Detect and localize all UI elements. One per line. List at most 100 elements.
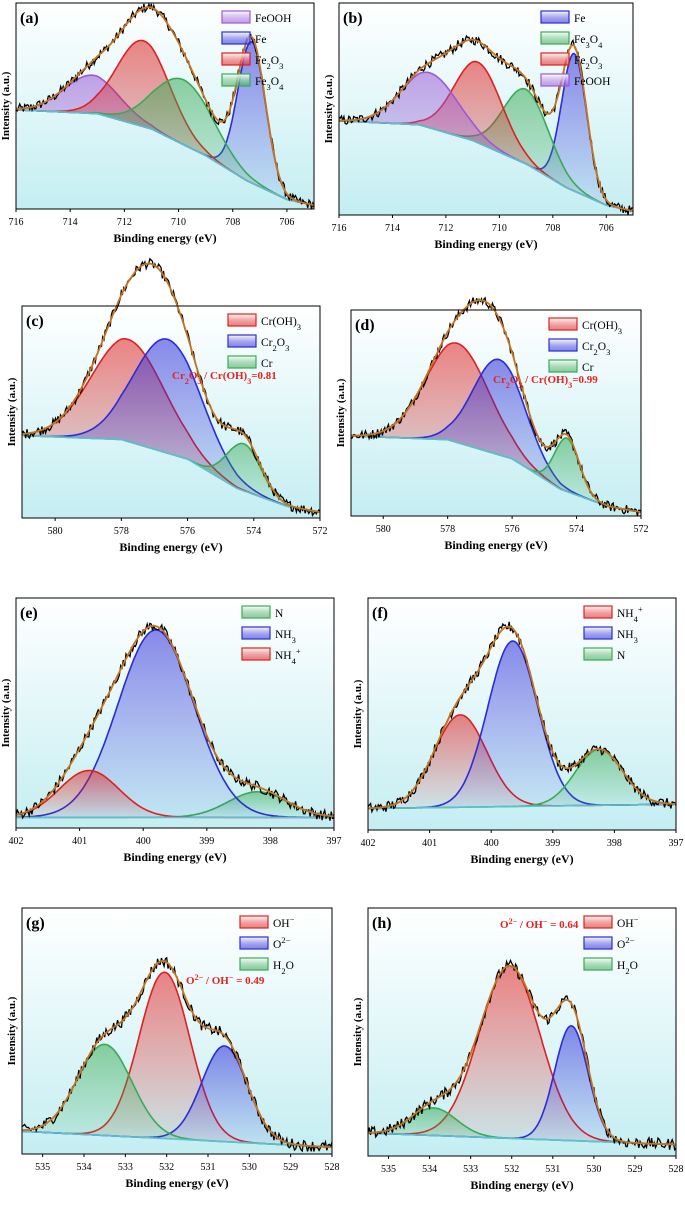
legend-swatch-Cr2O3	[227, 334, 257, 348]
x-tick-label: 712	[438, 223, 453, 234]
legend-label-NH3: NH3	[275, 629, 296, 645]
legend-label-FeOOH: FeOOH	[255, 13, 291, 25]
fitted-envelope	[368, 964, 676, 1146]
background-baseline	[15, 109, 315, 206]
component-fill-Cr	[351, 435, 641, 513]
legend-swatch-N	[241, 605, 271, 619]
component-fill-Cr2O3	[351, 359, 641, 513]
x-axis-label: Binding energy (eV)	[470, 852, 573, 866]
legend-swatch-CrOH3	[227, 313, 257, 327]
ratio-annotation: O2− / OH− = 0.49	[186, 973, 265, 988]
x-tick-label: 534	[77, 1162, 92, 1173]
legend-swatch-FeOOH	[540, 73, 570, 87]
component-fill-NH3	[368, 641, 676, 809]
legend-label-Cr: Cr	[582, 362, 594, 374]
panel-d: 580 578 576 574 572 Binding energy (eV) Intens…	[335, 296, 649, 552]
panel-label: (h)	[372, 915, 392, 932]
legend-label-H2O: H2O	[617, 960, 638, 976]
ratio-annotation: Cr2O3 / Cr(OH)3=0.81	[172, 370, 277, 386]
legend-label-O2: O2−	[617, 935, 635, 951]
legend-swatch-OH	[239, 915, 269, 929]
x-tick-label: 397	[327, 836, 342, 847]
x-tick-label: 530	[586, 1164, 601, 1175]
panel-label: (g)	[26, 915, 45, 932]
legend-label-N: N	[275, 608, 284, 620]
component-fill-NH3	[16, 630, 334, 818]
plot-frame	[21, 907, 333, 1155]
x-tick-label: 402	[9, 836, 24, 847]
legend-label-Cr2O3: Cr2O3	[582, 341, 610, 357]
legend-swatch-N	[583, 647, 613, 661]
background-baseline	[21, 1130, 333, 1148]
x-tick-label: 533	[118, 1162, 133, 1173]
x-tick-label: 528	[325, 1162, 340, 1173]
component-fill-N	[368, 749, 676, 809]
x-axis-label: Binding energy (eV)	[434, 237, 537, 251]
x-tick-label: 401	[72, 836, 87, 847]
legend-label-OH: OH−	[273, 914, 295, 930]
x-tick-label: 710	[171, 217, 186, 228]
x-tick-label: 708	[545, 223, 560, 234]
x-tick-label: 572	[634, 524, 649, 535]
legend-swatch-H2O	[239, 957, 269, 971]
legend-swatch-Fe2O3	[540, 52, 570, 66]
plot-frame	[338, 2, 634, 216]
x-tick-label: 530	[242, 1162, 257, 1173]
component-fill-Cr2O3	[22, 338, 320, 513]
legend-label-OH: OH−	[617, 914, 639, 930]
x-tick-label: 716	[332, 223, 347, 234]
legend-swatch-OH	[583, 915, 613, 929]
x-tick-label: 580	[376, 524, 391, 535]
legend-swatch-NH3	[583, 626, 613, 640]
panel-label: (b)	[343, 10, 363, 27]
raw-spectrum	[15, 621, 335, 821]
x-axis-label: Binding energy (eV)	[123, 850, 226, 864]
x-tick-label: 706	[599, 223, 614, 234]
panel-label: (e)	[20, 605, 38, 622]
x-tick-label: 401	[422, 838, 437, 849]
ratio-annotation: Cr2O3 / Cr(OH)3=0.99	[493, 374, 598, 390]
panel-g: 535 534 533 532 531 530 529 528 Binding energy (…	[6, 907, 340, 1190]
x-tick-label: 400	[136, 836, 151, 847]
legend-swatch-O2	[239, 936, 269, 950]
fitted-envelope	[368, 625, 677, 810]
panel-a: 716 714 712 710 708 706 Binding energy (eV) Int…	[0, 2, 315, 245]
legend-swatch-Fe3O4	[540, 31, 570, 45]
legend-swatch-NH3	[241, 626, 271, 640]
legend-swatch-Fe3O4	[221, 73, 251, 87]
component-fill-Fe3O4	[16, 78, 314, 206]
component-fill-Fe2O3	[339, 61, 633, 212]
legend-label-Fe: Fe	[255, 34, 267, 46]
plot-frame	[367, 907, 677, 1157]
y-axis-label: Intensity (a.u.)	[6, 996, 18, 1065]
x-axis-label: Binding energy (eV)	[444, 538, 547, 552]
plot-frame	[15, 2, 315, 210]
plot-frame	[15, 597, 335, 829]
panel-e: 402 401 400 399 398 397 Binding energy (eV) Int…	[0, 597, 342, 864]
background-baseline	[22, 434, 321, 513]
x-tick-label: 578	[440, 524, 455, 535]
legend-swatch-Fe	[540, 10, 570, 24]
legend-swatch-O2	[583, 936, 613, 950]
x-tick-label: 397	[669, 838, 684, 849]
y-axis-label: Intensity (a.u.)	[6, 377, 18, 446]
panel-label: (f)	[372, 605, 388, 622]
component-fill-Cr	[22, 435, 320, 513]
legend-label-NH3: NH3	[617, 629, 638, 645]
x-tick-label: 535	[381, 1164, 396, 1175]
plot-frame	[367, 597, 677, 831]
panel-label: (a)	[20, 10, 39, 27]
x-tick-label: 529	[283, 1162, 298, 1173]
x-axis-label: Binding energy (eV)	[470, 1178, 573, 1192]
x-tick-label: 535	[35, 1162, 50, 1173]
x-tick-label: 576	[180, 526, 195, 537]
y-axis-label: Intensity (a.u.)	[335, 378, 347, 447]
x-tick-label: 714	[385, 223, 400, 234]
legend-label-CrOH3: Cr(OH)3	[582, 320, 622, 336]
x-tick-label: 708	[225, 217, 240, 228]
legend-swatch-CrOH3	[548, 317, 578, 331]
plot-frame	[21, 305, 321, 519]
component-fill-FeOOH	[339, 72, 633, 212]
component-fill-O2	[22, 1046, 332, 1148]
x-tick-label: 710	[492, 223, 507, 234]
